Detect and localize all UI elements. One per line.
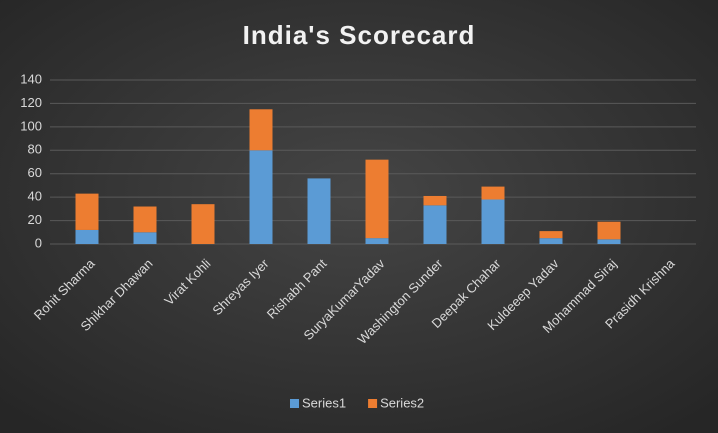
bar-segment [597, 239, 621, 244]
y-tick-label: 40 [28, 189, 42, 204]
bar-segment [133, 232, 157, 244]
bar-segment [365, 159, 389, 239]
bar-segment [423, 205, 447, 244]
bar-segment [481, 186, 505, 200]
bar-segment [539, 238, 563, 244]
y-tick-label: 100 [20, 118, 42, 133]
bar-segment [481, 199, 505, 244]
bar-segment [365, 238, 389, 244]
bar-segment [539, 231, 563, 239]
bar-segment [75, 193, 99, 230]
chart-title: India's Scorecard [243, 20, 476, 50]
bar-segment [75, 229, 99, 244]
y-tick-label: 20 [28, 212, 42, 227]
y-tick-label: 80 [28, 142, 42, 157]
legend-swatch [368, 399, 378, 408]
bar-segment [307, 178, 331, 244]
y-tick-label: 120 [20, 95, 42, 110]
legend-label: Series1 [302, 395, 346, 410]
bar-segment [249, 150, 273, 244]
bar-segment [423, 195, 447, 206]
legend-swatch [290, 399, 299, 408]
y-tick-label: 140 [20, 71, 42, 86]
bar-segment [191, 204, 215, 244]
y-tick-label: 60 [28, 165, 42, 180]
bar-segment [249, 109, 273, 151]
y-tick-label: 0 [35, 235, 42, 250]
legend-label: Series2 [380, 395, 424, 410]
bar-segment [597, 221, 621, 240]
bar-segment [133, 206, 157, 233]
